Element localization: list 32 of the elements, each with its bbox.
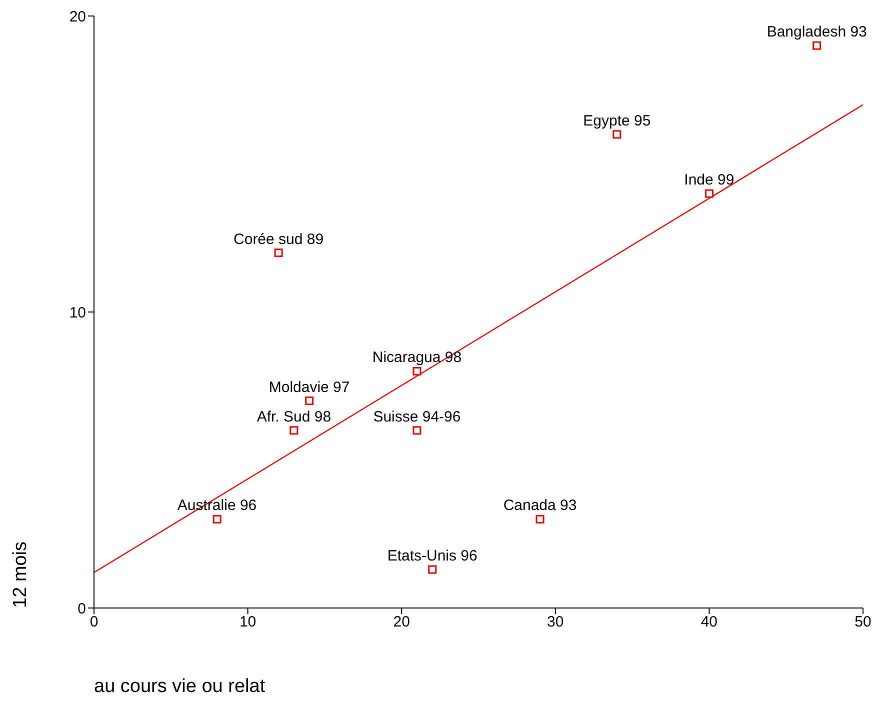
annotation: Bangladesh 93 [766,24,867,41]
annotation: Suisse 94-96 [373,408,461,426]
point [274,248,283,258]
annotation: Etats-Unis 96 [387,548,478,565]
annotation: Nicaragua 98 [372,349,462,366]
point [212,514,222,524]
y-tick-label: 0 [78,600,86,618]
point [290,426,298,435]
y-axis-title: 12 mois [10,541,32,608]
y-tick-label: 10 [69,304,86,322]
annotation: Corée sud 89 [234,230,324,248]
annotation: Egypte 95 [583,112,651,130]
x-tick-label: 10 [239,614,256,631]
point [412,366,422,376]
annotation: Afr. Sud 98 [256,408,332,426]
point [412,426,422,435]
x-axis-title: au cours vie ou relat [94,676,266,698]
x-tick-label: 0 [90,614,98,631]
x-tick-label: 50 [854,614,872,631]
point [704,189,714,198]
point [428,565,437,574]
x-tick-label: 20 [393,614,410,631]
x-tick-label: 40 [700,614,718,631]
x-tick-label: 30 [547,614,564,631]
point [612,130,622,139]
annotation: Canada 93 [503,497,577,514]
point [305,396,314,406]
point [812,41,822,50]
annotation: Inde 99 [684,172,734,189]
point [536,514,544,524]
annotation: Moldavie 97 [268,378,350,396]
y-tick-label: 20 [69,8,86,26]
